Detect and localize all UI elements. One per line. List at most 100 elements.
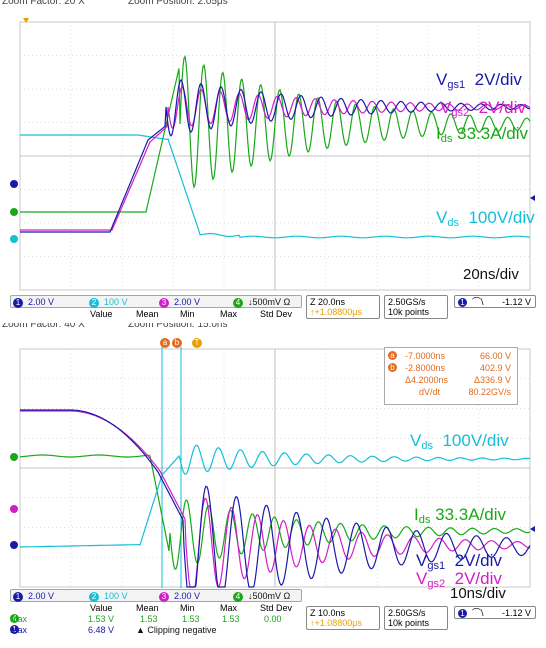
top-meas-header-value: Value	[90, 309, 113, 319]
meas-row-ch4-name: Max	[10, 614, 28, 624]
bottom-sampling-box[interactable]: 2.50GS/s 10k points	[384, 606, 448, 630]
top-trigger-level: -1.12 V	[501, 297, 531, 307]
cursor-delta-value: Δ336.9 V	[473, 375, 511, 385]
top-graticule	[19, 21, 531, 291]
bottom-timebase-box[interactable]: Z 10.0ns ↑+1.08800μs	[306, 606, 380, 630]
cursor-b-icon: b	[388, 363, 397, 372]
bottom-zoom-position: Zoom Position: 15.0ns	[128, 323, 228, 330]
top-vgs1-label: Vgs1 2V/div	[436, 70, 522, 91]
cursor-readout-box: a -7.0000ns 66.00 V b -2.8000ns 402.9 V …	[384, 347, 518, 405]
bottom-ch4-marker	[10, 453, 18, 461]
bottom-vds-trace	[20, 444, 531, 548]
bottom-ch3-setting[interactable]: 3 2.00 V	[159, 590, 200, 603]
cursor-a-value: 66.00 V	[479, 351, 511, 361]
meas-row-ch1-value: 6.48 V	[88, 625, 115, 635]
clipping-warning: ▲ Clipping negative	[136, 625, 217, 635]
top-ch3-setting[interactable]: 3 2.00 V	[159, 296, 200, 309]
bottom-ch1-setting[interactable]: 1 2.00 V	[13, 590, 54, 603]
bottom-sample-rate: 2.50GS/s	[388, 608, 426, 618]
top-trigger-source: 1	[458, 298, 467, 308]
cursor-dvdt-label: dV/dt	[419, 387, 441, 397]
top-ch2-marker	[10, 235, 18, 243]
meas-row-ch4-std: 0.00	[264, 614, 282, 624]
meas-row-ch1-max[interactable]: 1 Max 6.48 V ▲ Clipping negative	[10, 625, 310, 635]
meas-row-ch4-min: 1.53	[182, 614, 200, 624]
top-vgs2-label: Vgs2 2V/div	[440, 98, 526, 119]
top-sampling-box[interactable]: 2.50GS/s 10k points	[384, 295, 448, 319]
bottom-trigger-offset: ↑+1.08800μs	[310, 618, 362, 628]
top-ch2-setting[interactable]: 2 100 V	[89, 296, 128, 309]
top-sample-rate: 2.50GS/s	[388, 297, 426, 307]
meas-row-ch4-icon: 4	[10, 614, 19, 623]
top-channel-bar: 1 2.00 V 2 100 V 3 2.00 V 4 ↓500mV Ω	[10, 295, 302, 308]
bottom-trigger-box[interactable]: 1 ⌒\ -1.12 V	[454, 606, 536, 619]
top-trigger-offset: ↑+1.08800μs	[310, 307, 362, 317]
top-ch4-marker	[10, 208, 18, 216]
top-trigger-marker	[23, 18, 29, 23]
meas-row-ch4-max[interactable]: 4 Max 1.53 V 1.53 1.53 1.53 0.00	[10, 614, 310, 624]
bottom-timebase-value: Z 10.0ns	[310, 608, 346, 618]
meas-header-value: Value	[90, 603, 113, 613]
bottom-ch2-setting[interactable]: 2 100 V	[89, 590, 128, 603]
bottom-record-length: 10k points	[388, 618, 430, 628]
cursor-delta-time: Δ4.2000ns	[405, 375, 449, 385]
cursor-b-time: -2.8000ns	[405, 363, 446, 373]
top-record-length: 10k points	[388, 307, 430, 317]
top-ch1-marker	[10, 180, 18, 188]
bottom-cursor-lines	[161, 347, 182, 588]
cursor-a-time: -7.0000ns	[405, 351, 446, 361]
bottom-ch3-marker	[10, 505, 18, 513]
bottom-measurement-headers: Value Mean Min Max Std Dev	[10, 603, 310, 613]
top-measurement-headers: Value Mean Min Max Std Dev	[10, 309, 310, 319]
trigger-tag[interactable]: T	[192, 338, 202, 348]
top-ids-label: Ids 33.3A/div	[436, 124, 529, 145]
top-meas-header-stddev: Std Dev	[260, 309, 293, 319]
bottom-vgs1-label: Vgs1 2V/div	[416, 551, 502, 572]
bottom-trigger-source: 1	[458, 609, 467, 619]
meas-row-ch1-icon: 1	[10, 625, 19, 634]
top-scope-panel: Zoom Factor: 20 X Zoom Position: 2.05μs …	[0, 0, 546, 323]
top-zoom-position: Zoom Position: 2.05μs	[128, 0, 228, 7]
top-ch4-setting[interactable]: 4 ↓500mV Ω	[233, 296, 290, 309]
top-timebase-label: 20ns/div	[463, 266, 519, 283]
bottom-zoom-factor: Zoom Factor: 40 X	[2, 323, 85, 330]
top-vgs1-trace	[20, 78, 531, 233]
top-meas-header-mean: Mean	[136, 309, 159, 319]
top-meas-header-max: Max	[220, 309, 238, 319]
bottom-zoom-header: Zoom Factor: 40 X Zoom Position: 15.0ns	[0, 323, 546, 335]
bottom-vgs2-label: Vgs2 2V/div	[416, 569, 502, 590]
meas-row-ch1-name: Max	[10, 625, 28, 635]
bottom-channel-bar: 1 2.00 V 2 100 V 3 2.00 V 4 ↓500mV Ω	[10, 589, 302, 602]
meas-header-min: Min	[180, 603, 195, 613]
top-right-marker	[530, 195, 535, 201]
meas-row-ch4-mean: 1.53	[140, 614, 158, 624]
top-waveform-display[interactable]	[0, 12, 546, 295]
meas-header-max: Max	[220, 603, 238, 613]
bottom-vds-label: Vds 100V/div	[410, 431, 509, 452]
cursor-a-icon: a	[388, 351, 397, 360]
cursor-dvdt-value: 80.22GV/s	[468, 387, 511, 397]
top-timebase-value: Z 20.0ns	[310, 297, 346, 307]
bottom-ch4-setting[interactable]: 4 ↓500mV Ω	[233, 590, 290, 603]
cursor-b-tag[interactable]: b	[172, 338, 182, 348]
bottom-trigger-slope-icon: ⌒\	[472, 608, 484, 618]
bottom-right-marker	[530, 526, 535, 532]
meas-header-stddev: Std Dev	[260, 603, 293, 613]
bottom-ch1-marker	[10, 541, 18, 549]
top-timebase-box[interactable]: Z 20.0ns ↑+1.08800μs	[306, 295, 380, 319]
top-zoom-factor: Zoom Factor: 20 X	[2, 0, 85, 7]
bottom-graticule	[19, 348, 531, 588]
top-trigger-box[interactable]: 1 ⌒\ -1.12 V	[454, 295, 536, 308]
meas-header-mean: Mean	[136, 603, 159, 613]
top-meas-header-min: Min	[180, 309, 195, 319]
bottom-waveform-display[interactable]	[0, 335, 546, 588]
top-trigger-slope-icon: ⌒\	[472, 297, 484, 307]
bottom-trigger-level: -1.12 V	[501, 608, 531, 618]
top-ch1-setting[interactable]: 1 2.00 V	[13, 296, 54, 309]
cursor-a-tag[interactable]: a	[160, 338, 170, 348]
top-zoom-header: Zoom Factor: 20 X Zoom Position: 2.05μs	[0, 0, 546, 12]
top-ids-trace	[20, 55, 531, 213]
meas-row-ch4-max-value: 1.53	[222, 614, 240, 624]
bottom-timebase-label: 10ns/div	[450, 585, 506, 602]
cursor-b-value: 402.9 V	[479, 363, 511, 373]
